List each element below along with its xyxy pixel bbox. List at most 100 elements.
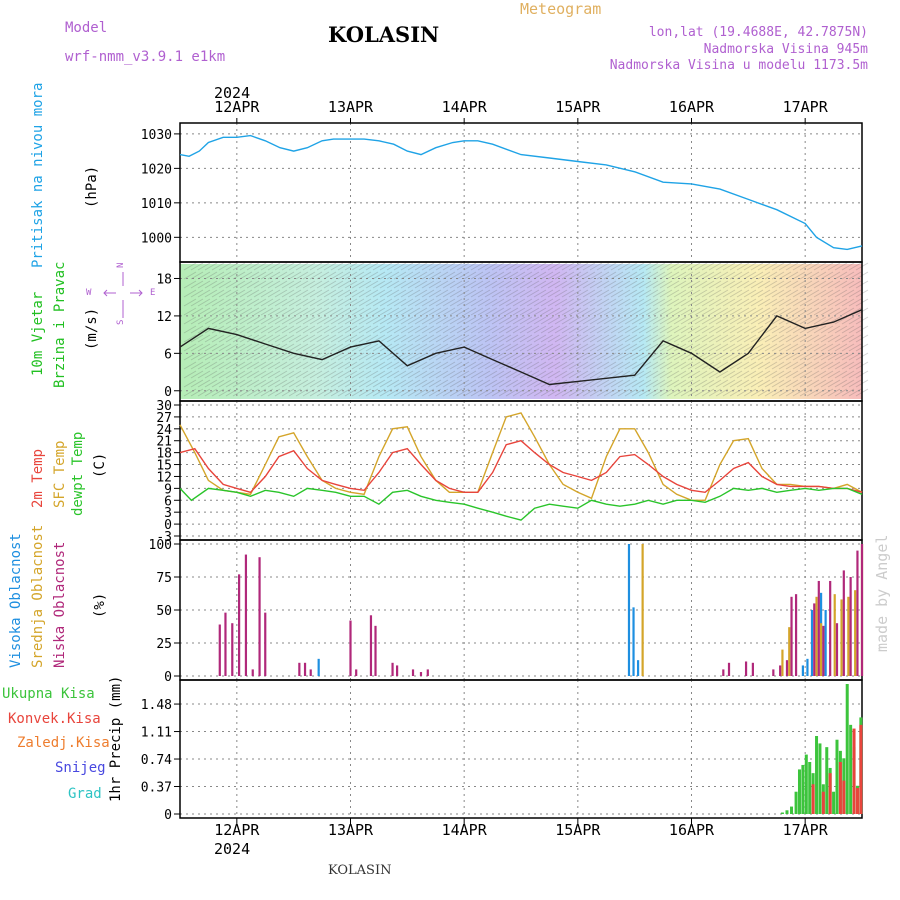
wind-barb: [393, 370, 407, 379]
wind-barb: [680, 307, 694, 316]
wind-barb: [582, 379, 596, 388]
wind-barb: [547, 307, 561, 316]
wind-barb: [302, 334, 316, 343]
wind-barb: [638, 370, 652, 379]
wind-barb: [253, 307, 267, 316]
wind-barb: [288, 307, 302, 316]
wind-barb: [610, 280, 624, 289]
wind-barb: [596, 280, 610, 289]
wind-barb: [512, 334, 526, 343]
wind-barb: [393, 316, 407, 325]
bar: [855, 788, 859, 814]
wind-barb: [295, 379, 309, 388]
y-tick-label: 0: [164, 518, 172, 533]
wind-barb: [708, 289, 722, 298]
wind-barb: [708, 334, 722, 343]
y-tick-label: 1030: [141, 128, 172, 143]
wind-barb: [477, 379, 491, 388]
wind-barb: [337, 388, 351, 397]
wind-barb: [806, 289, 820, 298]
wind-barb: [596, 271, 610, 280]
wind-barb: [197, 289, 211, 298]
wind-barb: [792, 370, 806, 379]
wind-barb: [596, 325, 610, 334]
wind-barb: [211, 280, 225, 289]
wind-barb: [743, 361, 757, 370]
wind-barb: [771, 370, 785, 379]
wind-barb: [379, 280, 393, 289]
wind-barb: [246, 343, 260, 352]
wind-barb: [680, 298, 694, 307]
wind-barb: [309, 289, 323, 298]
wind-barb: [498, 325, 512, 334]
bar: [852, 728, 856, 814]
bar: [264, 612, 267, 676]
bar: [641, 544, 644, 676]
wind-barb: [715, 298, 729, 307]
wind-barb: [274, 262, 288, 271]
wind-barb: [799, 334, 813, 343]
wind-barb: [603, 262, 617, 271]
wind-barb: [673, 307, 687, 316]
wind-barb: [701, 316, 715, 325]
wind-barb: [239, 289, 253, 298]
wind-barb: [729, 370, 743, 379]
wind-barb: [519, 298, 533, 307]
wind-barb: [848, 388, 862, 397]
wind-barb: [526, 307, 540, 316]
wind-barb: [190, 334, 204, 343]
wind-barb: [743, 316, 757, 325]
wind-barb: [820, 388, 834, 397]
wind-barb: [694, 298, 708, 307]
wind-barb: [645, 325, 659, 334]
wind-barb: [358, 361, 372, 370]
y-tick-label: 25: [156, 637, 172, 652]
wind-barb: [295, 361, 309, 370]
wind-barb: [547, 325, 561, 334]
wind-barb: [302, 370, 316, 379]
wind-barb: [456, 370, 470, 379]
wind-barb: [267, 271, 281, 280]
wind-barb: [694, 343, 708, 352]
wind-barb: [316, 379, 330, 388]
wind-barb: [491, 352, 505, 361]
wind-barb: [428, 370, 442, 379]
wind-barb: [547, 280, 561, 289]
wind-barb: [421, 307, 435, 316]
wind-barb: [309, 379, 323, 388]
wind-barb: [183, 325, 197, 334]
wind-barb: [470, 298, 484, 307]
series-line: [179, 487, 863, 521]
wind-barb: [736, 361, 750, 370]
wind-barb: [421, 361, 435, 370]
wind-barb: [414, 280, 428, 289]
wind-barb: [393, 307, 407, 316]
wind-barb: [204, 370, 218, 379]
wind-barb: [442, 307, 456, 316]
wind-barb: [638, 262, 652, 271]
wind-barb: [778, 262, 792, 271]
wind-barb: [295, 388, 309, 397]
wind-barb: [687, 379, 701, 388]
wind-barb: [820, 352, 834, 361]
wind-barb: [792, 361, 806, 370]
wind-barb: [372, 280, 386, 289]
wind-barb: [722, 316, 736, 325]
wind-barb: [771, 352, 785, 361]
wind-barb: [183, 271, 197, 280]
wind-barb: [421, 316, 435, 325]
wind-barb: [694, 280, 708, 289]
wind-barb: [190, 316, 204, 325]
wind-barb: [526, 379, 540, 388]
model-label: Model: [65, 20, 108, 36]
wind-barb: [267, 307, 281, 316]
wind-barb: [771, 334, 785, 343]
wind-barb: [554, 352, 568, 361]
wind-barb: [582, 388, 596, 397]
wind-barb: [687, 361, 701, 370]
wind-barb: [505, 316, 519, 325]
wind-barb: [708, 343, 722, 352]
wind-barb: [218, 307, 232, 316]
wind-barb: [449, 289, 463, 298]
wind-barb: [806, 370, 820, 379]
